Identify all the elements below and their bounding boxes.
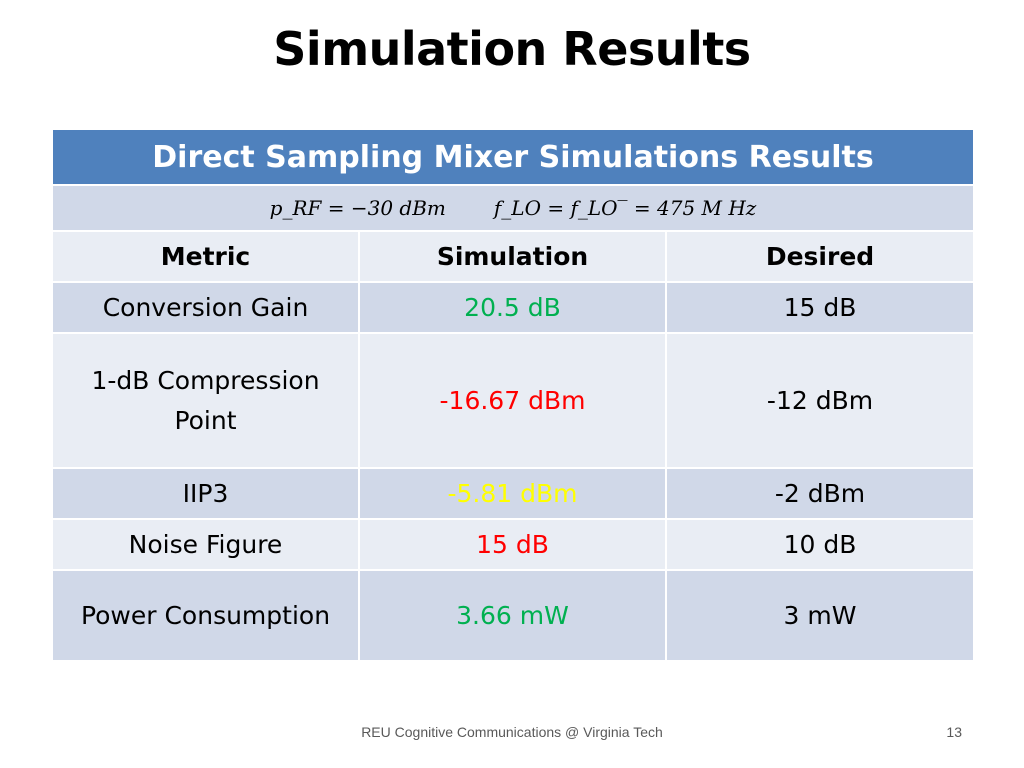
column-header-row: Metric Simulation Desired (51, 230, 975, 283)
conditions-cell: p_RF = −30 dBm f_LO = f_LO‾ = 475 M Hz (51, 184, 975, 232)
metric-cell: Noise Figure (51, 518, 360, 571)
table-row: IIP3 -5.81 dBm -2 dBm (51, 467, 975, 520)
metric-cell: IIP3 (51, 467, 360, 520)
simulation-cell: -5.81 dBm (358, 467, 667, 520)
table-row: Conversion Gain 20.5 dB 15 dB (51, 281, 975, 334)
lo-frequency-condition: f_LO = f_LO‾ = 475 M Hz (493, 196, 757, 220)
metric-cell: Conversion Gain (51, 281, 360, 334)
page-number: 13 (946, 724, 962, 740)
slide-title: Simulation Results (273, 22, 751, 76)
table-row: Power Consumption 3.66 mW 3 mW (51, 569, 975, 662)
simulation-cell: 3.66 mW (358, 569, 667, 662)
table-row: Noise Figure 15 dB 10 dB (51, 518, 975, 571)
simulation-cell: -16.67 dBm (358, 332, 667, 469)
metric-cell: Power Consumption (51, 569, 360, 662)
simulation-cell: 20.5 dB (358, 281, 667, 334)
desired-cell: -12 dBm (665, 332, 975, 469)
metric-cell: 1-dB Compression Point (51, 332, 360, 469)
column-header-simulation: Simulation (358, 230, 667, 283)
column-header-desired: Desired (665, 230, 975, 283)
desired-cell: 15 dB (665, 281, 975, 334)
column-header-metric: Metric (51, 230, 360, 283)
rf-power-condition: p_RF = −30 dBm (269, 196, 446, 220)
footer-text: REU Cognitive Communications @ Virginia … (361, 724, 663, 740)
table-title-row: Direct Sampling Mixer Simulations Result… (51, 128, 975, 186)
simulation-cell: 15 dB (358, 518, 667, 571)
table-row: 1-dB Compression Point -16.67 dBm -12 dB… (51, 332, 975, 469)
desired-cell: 3 mW (665, 569, 975, 662)
desired-cell: -2 dBm (665, 467, 975, 520)
conditions-row: p_RF = −30 dBm f_LO = f_LO‾ = 475 M Hz (51, 184, 975, 232)
desired-cell: 10 dB (665, 518, 975, 571)
results-table: Direct Sampling Mixer Simulations Result… (51, 128, 975, 662)
table-caption: Direct Sampling Mixer Simulations Result… (51, 128, 975, 186)
